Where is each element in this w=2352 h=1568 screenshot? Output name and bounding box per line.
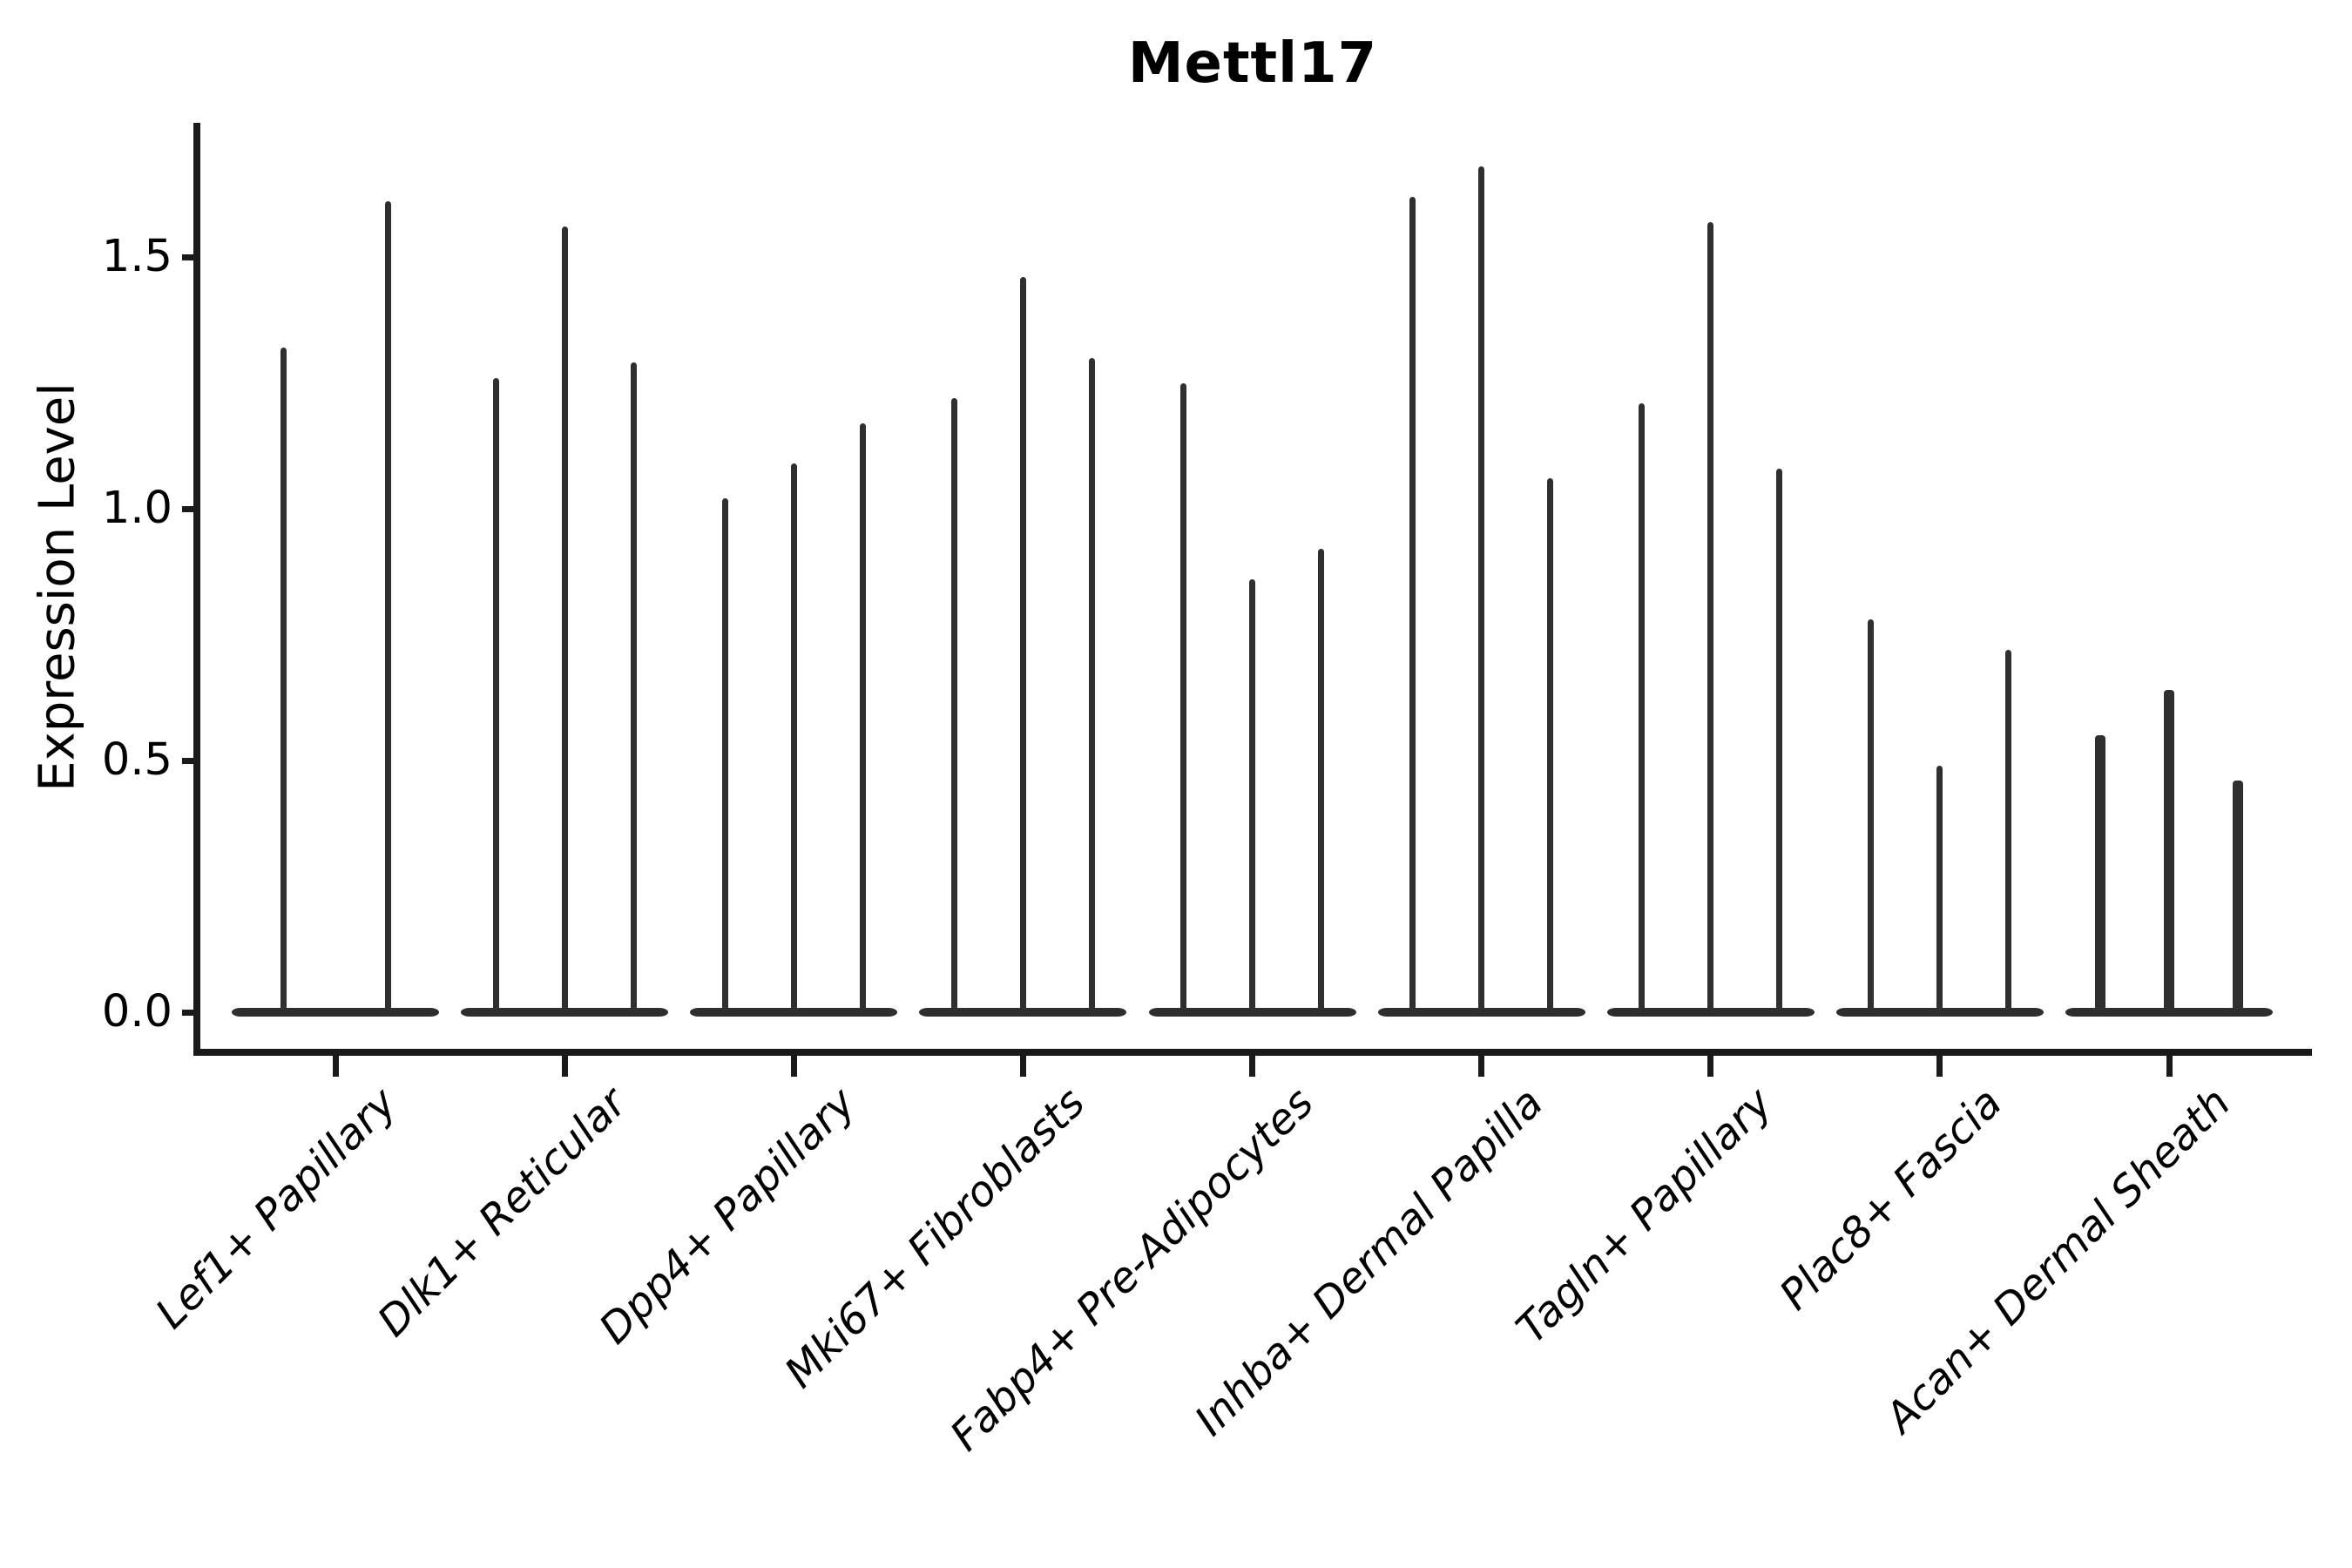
violin-spike [1088,357,1095,1012]
x-tick [332,1056,339,1077]
violin-base [1148,1008,1356,1017]
violin-spike [2233,781,2244,1012]
violin-spike [1409,196,1416,1012]
violin-spike [2164,690,2175,1012]
violin-base [1606,1008,1815,1017]
violin-base [690,1008,898,1017]
x-tick [2166,1056,2173,1077]
violin-spike [1318,549,1325,1012]
y-tick [182,757,196,764]
violin-spike [790,463,797,1012]
violin-base [232,1008,439,1017]
x-tick-label: Tagln+ Papillary [1507,1078,1782,1354]
y-tick-label: 0.5 [101,734,172,786]
x-axis-spine [193,1049,2312,1056]
y-tick-label: 0.0 [101,986,172,1037]
violin-spike [950,397,957,1012]
violin-base [1835,1008,2044,1017]
x-tick-label: Lef1+ Papillary [146,1078,407,1339]
violin-base [1377,1008,1585,1017]
x-tick [1249,1056,1256,1077]
violin-base [2065,1008,2274,1017]
violin-spike [1249,578,1256,1012]
violin-spike [859,422,866,1012]
x-tick-label: Fabp4+ Pre-Adipocytes [941,1078,1324,1461]
x-tick [790,1056,797,1077]
violin-spike [280,348,287,1012]
x-tick [561,1056,568,1077]
x-tick-label: Dpp4+ Papillary [590,1078,865,1354]
x-tick-label: Dlk1+ Reticular [368,1078,636,1347]
x-tick [1019,1056,1026,1077]
violin-spike [1019,277,1026,1012]
y-axis-spine [193,123,200,1056]
violin-spike [1547,478,1554,1012]
x-tick [1478,1056,1485,1077]
x-tick [1707,1056,1714,1077]
y-tick-label: 1.5 [101,231,172,282]
violin-spike [384,201,391,1012]
violin-base [919,1008,1127,1017]
violin-spike [492,377,499,1012]
y-axis-label: Expression Level [29,382,86,792]
violin-spike [1180,382,1187,1012]
y-tick [182,505,196,512]
violin-spike [721,498,728,1012]
violin-spike [1707,221,1714,1012]
chart-title: Mettl17 [1127,31,1378,96]
x-tick-label: Plac8+ Fascia [1769,1078,2011,1320]
violin-spike [561,226,568,1012]
violin-spike [1776,468,1783,1012]
violin-spike [2095,735,2106,1012]
violin-spike [2005,649,2012,1012]
y-tick [182,1009,196,1016]
violin-spike [1868,619,1875,1012]
violin-spike [1478,166,1485,1012]
y-tick-label: 1.0 [101,483,172,534]
x-tick [1936,1056,1943,1077]
violin-spike [1639,402,1646,1012]
violin-spike [630,362,637,1012]
y-tick [182,253,196,260]
violin-base [461,1008,669,1017]
violin-spike [1936,765,1943,1012]
